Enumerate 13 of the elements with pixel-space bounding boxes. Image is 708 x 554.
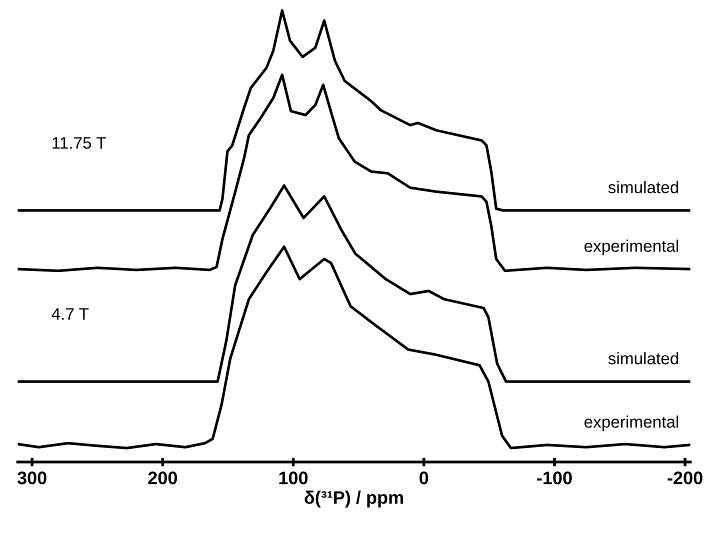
series-label: experimental bbox=[584, 416, 678, 432]
series-label: simulated bbox=[608, 352, 678, 364]
series-label: experimental bbox=[584, 240, 678, 256]
x-tick-label: 200 bbox=[148, 472, 177, 484]
x-axis-title: δ(³¹P) / ppm bbox=[304, 490, 403, 508]
x-tick-label: -100 bbox=[537, 472, 572, 484]
series-label: simulated bbox=[608, 181, 678, 194]
x-tick-label: 100 bbox=[279, 472, 308, 484]
annotation: 11.75 T bbox=[52, 137, 106, 149]
x-tick-label: 300 bbox=[17, 472, 46, 484]
x-tick-label: -200 bbox=[668, 472, 702, 484]
x-tick-label: 0 bbox=[420, 472, 428, 484]
annotation: 4.7 T bbox=[52, 308, 89, 320]
